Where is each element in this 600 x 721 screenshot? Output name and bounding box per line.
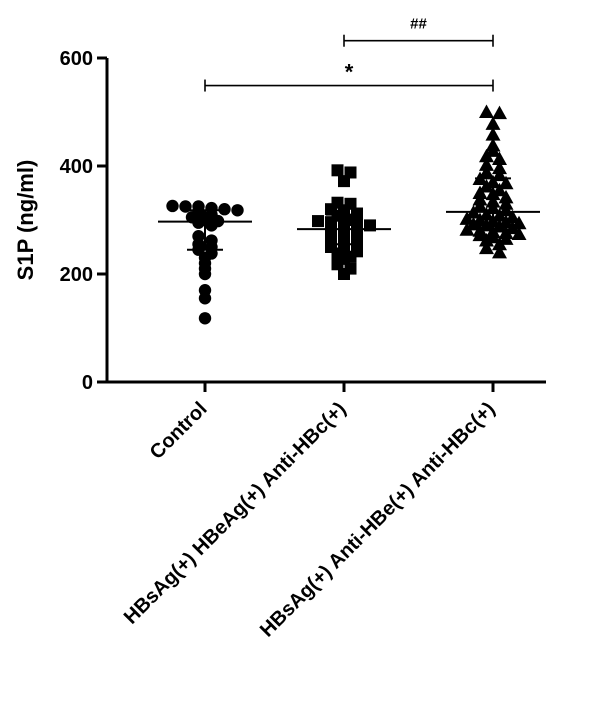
- y-tick-label: 600: [60, 48, 93, 70]
- data-point: [485, 127, 501, 141]
- data-point: [198, 312, 212, 325]
- data-point: [479, 217, 494, 232]
- data-point: [459, 222, 475, 236]
- significance-brackets: ## *: [204, 16, 494, 92]
- y-ticks: 0 200 400 600: [60, 48, 107, 394]
- data-point: [485, 143, 501, 157]
- data-point: [511, 226, 527, 241]
- data-point: [331, 247, 344, 260]
- data-point: [331, 258, 344, 271]
- x-tick-label: Control: [146, 398, 212, 464]
- data-point: [479, 207, 494, 221]
- data-point: [198, 267, 212, 281]
- data-point: [479, 179, 494, 193]
- data-point: [472, 198, 488, 212]
- data-point: [492, 218, 507, 233]
- data-point: [338, 175, 350, 188]
- data-point: [479, 233, 494, 247]
- data-points: [166, 104, 527, 325]
- data-point: [479, 148, 494, 163]
- data-point: [492, 208, 507, 222]
- data-point: [218, 203, 231, 216]
- data-point: [479, 240, 494, 255]
- data-point: [485, 116, 501, 130]
- data-point: [459, 211, 475, 225]
- x-tick-label: HBsAg(+) Anti-HBe(+) Anti-HBc(+): [256, 398, 500, 642]
- y-tick-label: 400: [60, 156, 93, 178]
- data-point: [198, 292, 212, 305]
- data-point: [479, 104, 494, 118]
- data-point: [492, 160, 507, 175]
- data-point: [492, 105, 507, 120]
- y-tick-label: 0: [82, 372, 93, 394]
- data-point: [192, 216, 205, 229]
- y-axis-label: S1P (ng/ml): [13, 160, 38, 281]
- y-tick-label: 200: [60, 264, 93, 286]
- data-point: [231, 204, 244, 217]
- data-point: [338, 268, 350, 280]
- data-point: [479, 157, 494, 171]
- data-point: [492, 236, 507, 251]
- data-point: [166, 199, 179, 213]
- data-point: [498, 202, 514, 217]
- significance-label: ##: [410, 16, 427, 33]
- data-point: [312, 215, 324, 228]
- data-point: [492, 244, 507, 259]
- data-point: [466, 216, 481, 231]
- data-point: [331, 164, 344, 177]
- data-point: [492, 151, 507, 165]
- data-point: [498, 175, 514, 190]
- data-point: [479, 164, 494, 179]
- summary-lines: [158, 177, 540, 251]
- significance-label: *: [345, 60, 354, 85]
